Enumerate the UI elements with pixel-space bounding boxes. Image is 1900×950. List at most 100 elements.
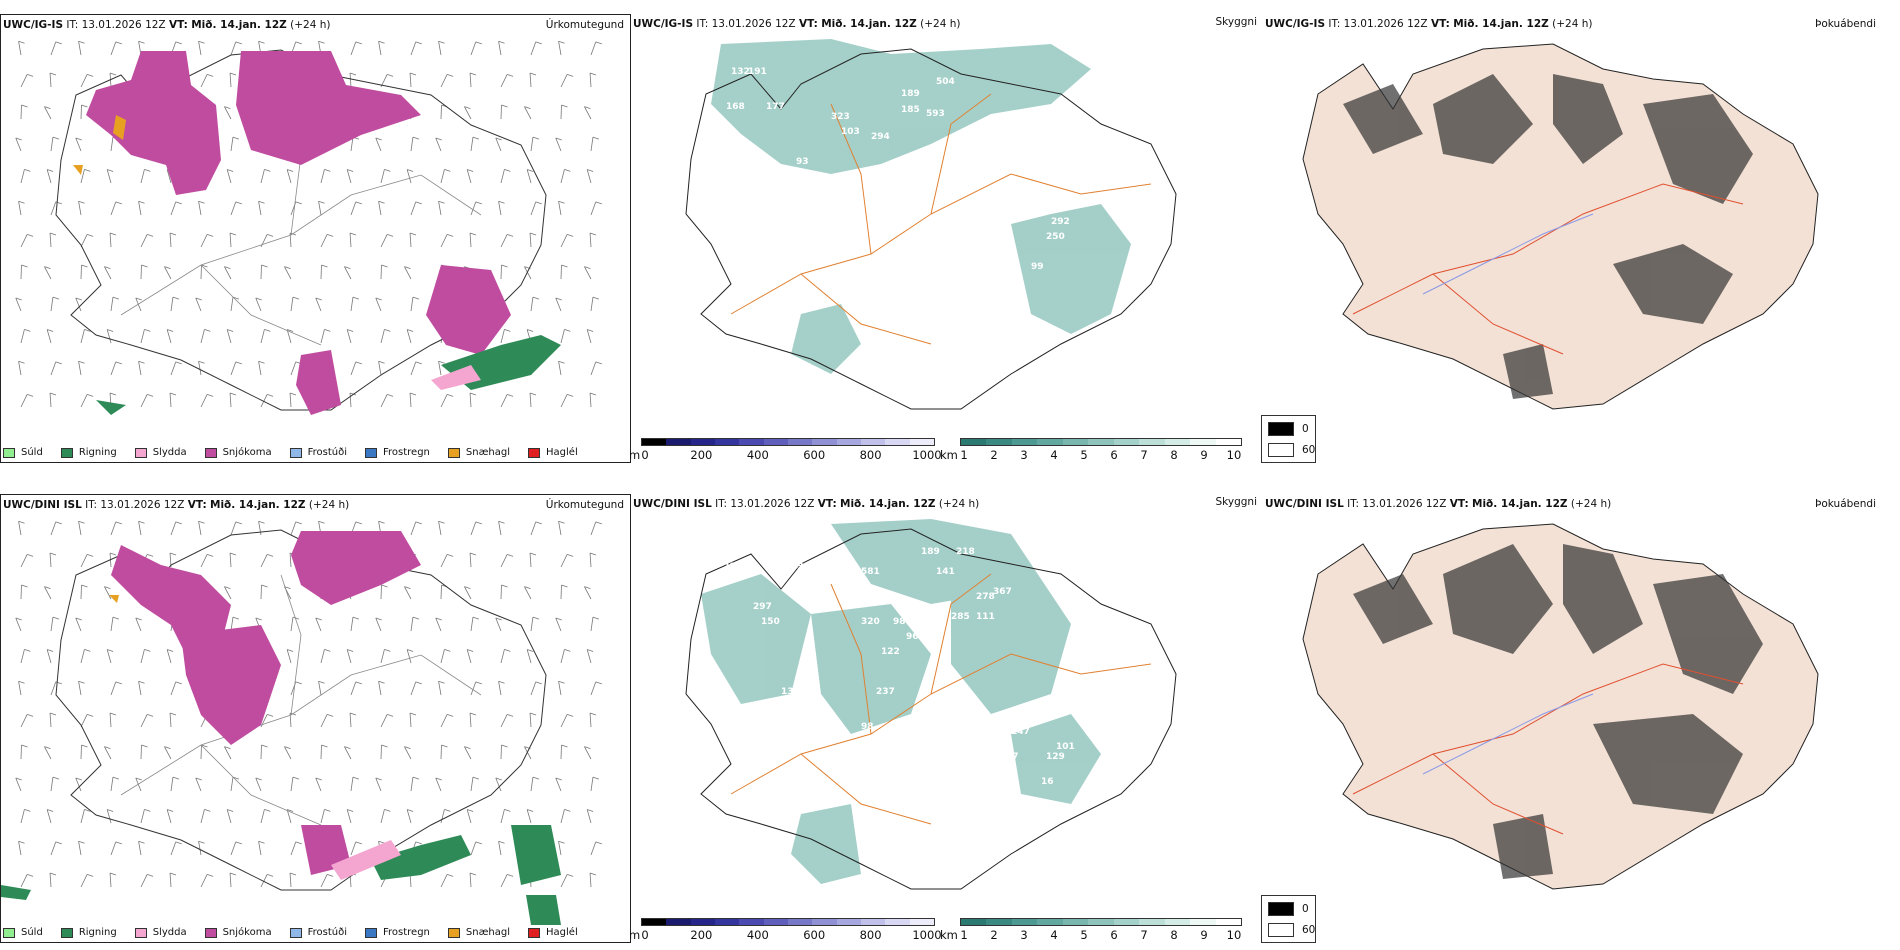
wind-barb bbox=[75, 297, 82, 312]
fog-map bbox=[1302, 43, 1819, 410]
wind-barb-flag bbox=[78, 360, 85, 364]
legend-label: Frostregn bbox=[383, 927, 430, 938]
wind-barb bbox=[166, 169, 172, 184]
model-name: UWC/DINI ISL bbox=[3, 499, 82, 511]
wind-barb-flag bbox=[229, 72, 237, 76]
legend-label: Rigning bbox=[78, 447, 117, 458]
fog-legend-label: 0 bbox=[1302, 423, 1309, 435]
wind-barb-flag bbox=[347, 169, 354, 172]
colorbar-tick: 4 bbox=[1050, 448, 1058, 462]
wind-barb-flag bbox=[295, 521, 302, 525]
wind-barb bbox=[104, 586, 112, 600]
wind-barb bbox=[18, 201, 22, 216]
wind-barb bbox=[255, 777, 262, 792]
wind-barb-flag bbox=[75, 137, 82, 141]
it-label: IT: bbox=[85, 499, 98, 511]
wind-barb-flag bbox=[115, 681, 122, 685]
wind-barb bbox=[44, 266, 52, 280]
wind-barb bbox=[170, 201, 177, 216]
legend-swatch bbox=[528, 927, 541, 938]
cloud-base-label: 98 bbox=[893, 617, 906, 627]
wind-barb bbox=[195, 777, 202, 792]
fog-map bbox=[1302, 523, 1819, 890]
wind-barb bbox=[15, 137, 22, 152]
wind-barb bbox=[78, 41, 82, 56]
wind-barb-flag bbox=[438, 520, 445, 524]
wind-barb bbox=[350, 777, 354, 792]
cloud-base-label: 150 bbox=[761, 617, 780, 627]
colorbar-segment bbox=[739, 439, 764, 445]
colorbar-distance: km 1 2 3 4 5 6 7 8 9 10 bbox=[940, 438, 1242, 466]
fog-legend-swatch bbox=[1268, 923, 1294, 937]
colorbar-tick: 800 bbox=[859, 448, 882, 462]
wind-barb-flag bbox=[415, 681, 422, 685]
wind-barb bbox=[170, 681, 177, 696]
wind-barb bbox=[555, 297, 562, 312]
wind-barb bbox=[466, 809, 472, 824]
cloud-base-label: 141 bbox=[936, 567, 955, 577]
wind-barb-flag bbox=[375, 617, 382, 621]
wind-barb-flag bbox=[567, 74, 574, 77]
wind-barb bbox=[50, 41, 57, 56]
wind-barb bbox=[224, 266, 232, 280]
wind-barb-flag bbox=[595, 41, 602, 45]
legend-item: Súld bbox=[3, 927, 43, 938]
vt-value: Mið. 14.jan. 12Z bbox=[1453, 18, 1549, 30]
colorbar-tick: 9 bbox=[1200, 928, 1208, 942]
wind-barb bbox=[378, 681, 382, 696]
rain-areas bbox=[1, 825, 561, 925]
wind-barb bbox=[110, 297, 114, 312]
wind-barb-flag bbox=[558, 200, 565, 204]
wind-barb bbox=[315, 297, 322, 312]
wind-barb-flag bbox=[52, 136, 60, 140]
wind-barb bbox=[230, 841, 237, 856]
wind-barb-flag bbox=[327, 234, 334, 237]
wind-barb-flag bbox=[498, 200, 505, 204]
wind-barb bbox=[560, 234, 568, 248]
wind-barb-flag bbox=[435, 617, 442, 621]
cloud-base-label: 218 bbox=[956, 547, 975, 557]
wind-barb-flag bbox=[138, 680, 145, 684]
wind-barb-flag bbox=[144, 169, 151, 172]
colorbar-tick: 200 bbox=[690, 928, 713, 942]
wind-barb-flag bbox=[21, 744, 28, 748]
wind-barb-flag bbox=[258, 360, 265, 364]
vt-label: VT: bbox=[187, 499, 207, 511]
wind-barb bbox=[75, 617, 82, 632]
wind-barb bbox=[80, 394, 88, 408]
roads bbox=[120, 574, 482, 826]
colorbar-tick: 600 bbox=[803, 448, 826, 462]
wind-barb-flag bbox=[107, 649, 114, 652]
vt-label: VT: bbox=[798, 18, 818, 30]
panel-header: UWC/DINI ISL IT: 13.01.2026 12Z VT: Mið.… bbox=[633, 498, 979, 510]
wind-barb-flag bbox=[464, 106, 471, 110]
wind-barb bbox=[110, 137, 114, 152]
legend-item: Snæhagl bbox=[447, 447, 510, 458]
precip-type-panel-bottom: UWC/DINI ISL IT: 13.01.2026 12Z VT: Mið.… bbox=[0, 494, 631, 943]
wind-barb-flag bbox=[587, 649, 594, 652]
wind-barb-flag bbox=[589, 392, 597, 396]
wind-barb bbox=[200, 329, 205, 344]
wind-barb-flag bbox=[535, 521, 542, 525]
wind-barb bbox=[409, 73, 412, 88]
wind-barb-flag bbox=[287, 649, 294, 652]
wind-barb-flag bbox=[169, 552, 177, 556]
wind-barb-flag bbox=[81, 744, 88, 748]
wind-barb bbox=[380, 649, 385, 664]
wind-barb-flag bbox=[138, 40, 145, 44]
cloud-base-label: 168 bbox=[726, 102, 745, 112]
wind-barb bbox=[20, 874, 28, 888]
wind-barb bbox=[404, 266, 412, 280]
wind-barb-flag bbox=[175, 201, 182, 205]
wind-barb bbox=[170, 361, 177, 376]
wind-barb bbox=[586, 809, 592, 824]
wind-barb-flag bbox=[175, 681, 182, 685]
wind-barb bbox=[380, 169, 385, 184]
wind-barb-flag bbox=[224, 586, 231, 590]
wind-barb bbox=[140, 329, 145, 344]
wind-barb-flag bbox=[164, 266, 171, 270]
wind-barb-flag bbox=[561, 744, 568, 748]
wind-barb-flag bbox=[447, 874, 454, 877]
wind-barb-flag bbox=[141, 744, 148, 748]
